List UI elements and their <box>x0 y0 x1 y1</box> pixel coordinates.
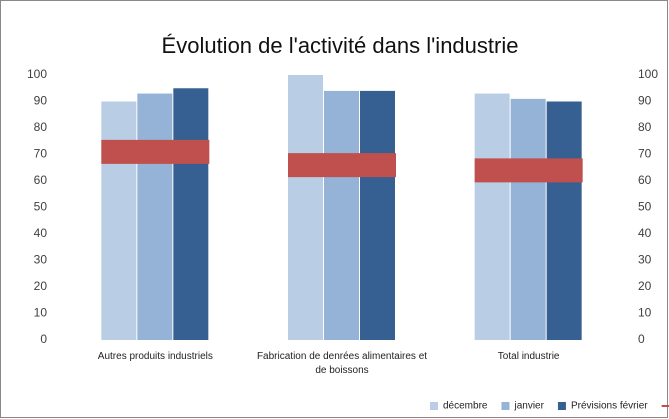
y2-tick-label: 20 <box>638 279 652 293</box>
x-tick-label: Autres produits industriels <box>97 351 213 362</box>
y2-tick-label: 0 <box>638 332 645 346</box>
y2-tick-label: 50 <box>638 200 652 214</box>
bar <box>288 75 323 340</box>
y-tick-label: 0 <box>40 332 47 346</box>
y-tick-label: 30 <box>34 253 48 267</box>
y2-tick-label: 60 <box>638 173 652 187</box>
legend-label: janvier <box>513 401 544 412</box>
y-tick-label: 100 <box>27 67 47 81</box>
y2-tick-label: 80 <box>638 120 652 134</box>
bar <box>360 90 395 341</box>
y2-tick-label: 10 <box>638 306 652 320</box>
y-tick-label: 20 <box>34 279 48 293</box>
x-tick-label: Total industrie <box>497 351 560 362</box>
y2-tick-label: 90 <box>638 94 652 108</box>
bar <box>101 101 137 340</box>
bar <box>173 88 209 340</box>
y2-tick-label: 40 <box>638 226 652 240</box>
bar <box>510 98 546 340</box>
bar <box>324 90 359 341</box>
bar <box>137 93 173 340</box>
x-tick-label: Fabrication de denrées alimentaires et d… <box>256 351 428 376</box>
y2-tick-label: 30 <box>638 253 652 267</box>
y-tick-label: 90 <box>34 94 48 108</box>
bar <box>474 93 510 340</box>
y-tick-label: 70 <box>34 147 48 161</box>
chart-title: Évolution de l'activité dans l'industrie <box>162 33 519 58</box>
legend-swatch <box>557 402 566 410</box>
legend-swatch <box>501 402 510 410</box>
y-tick-label: 80 <box>34 120 48 134</box>
legend-swatch <box>430 402 438 410</box>
y2-tick-label: 70 <box>638 147 652 161</box>
y-tick-label: 10 <box>34 306 48 320</box>
legend-label: décembre <box>443 401 488 412</box>
legend-label: Prévisions février <box>571 401 648 412</box>
bar <box>546 101 582 340</box>
y-tick-label: 40 <box>34 226 48 240</box>
y-tick-label: 60 <box>34 173 48 187</box>
y-tick-label: 50 <box>34 200 48 214</box>
y2-tick-label: 100 <box>638 67 658 81</box>
